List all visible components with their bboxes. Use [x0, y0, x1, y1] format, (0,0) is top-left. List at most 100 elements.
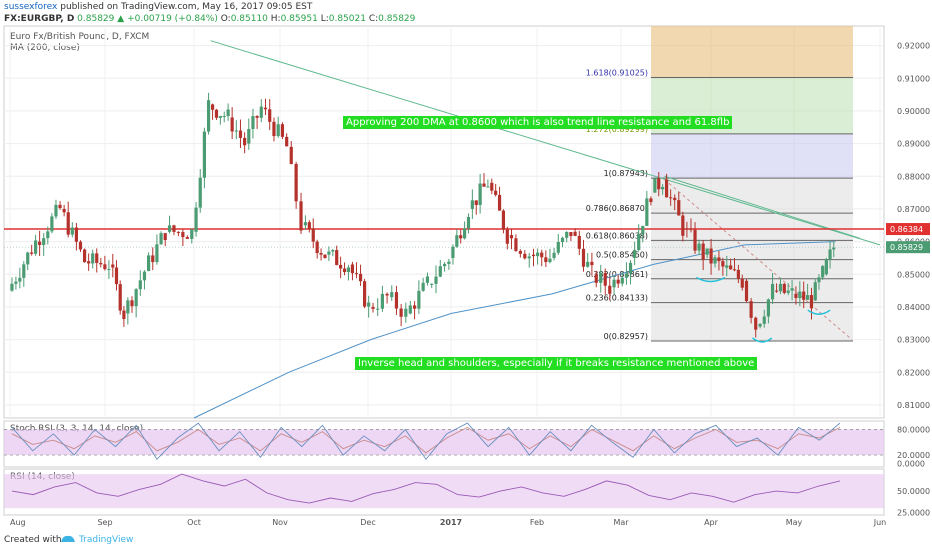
candle-down	[590, 261, 594, 266]
fib-level-label: 0.618(0.86038)	[586, 231, 648, 240]
candle-down	[315, 241, 319, 253]
x-axis-label: Jun	[873, 518, 887, 527]
candle-up	[832, 247, 836, 250]
candle-up	[599, 272, 603, 283]
candle-up	[434, 276, 438, 284]
publish-info: published on TradingView.com, May 16, 20…	[60, 2, 313, 12]
candle-down	[118, 284, 122, 311]
rsi-tick-label: 50.0000	[897, 487, 930, 496]
candle-up	[206, 100, 211, 132]
candle-down	[30, 252, 34, 254]
candle-down	[210, 104, 215, 110]
footer-bar: Created with TradingView	[0, 530, 932, 550]
stoch-tick-label: 0.0000	[897, 460, 925, 469]
candle-down	[294, 163, 298, 202]
candle-down	[732, 269, 737, 271]
candle-down	[319, 252, 323, 255]
head-arc	[752, 337, 773, 343]
price-tick-label: 0.90000	[897, 107, 930, 116]
fib-zone	[651, 133, 853, 179]
candle-up	[620, 277, 624, 284]
candle-down	[802, 291, 806, 300]
candle-up	[46, 231, 50, 239]
candle-up	[142, 271, 147, 281]
candle-down	[214, 109, 219, 118]
price-tag-box	[886, 241, 930, 254]
price-tag-label: 0.85829	[890, 243, 923, 252]
candle-up	[586, 261, 590, 267]
candle-up	[447, 261, 451, 264]
candle-down	[280, 124, 285, 137]
candle-down	[736, 269, 740, 279]
candle-down	[497, 194, 502, 211]
candle-down	[740, 278, 744, 288]
high-label: H:	[270, 14, 281, 24]
candle-down	[323, 254, 327, 258]
candle-up	[451, 246, 455, 258]
candle-down	[569, 231, 573, 237]
candle-up	[713, 257, 717, 264]
candle-down	[509, 235, 514, 239]
fib-zone	[651, 278, 853, 303]
chart-title: Euro Fx/British Pound, D, FXCM	[10, 32, 149, 42]
fib-level-label: 0.786(0.86870)	[586, 204, 648, 213]
author-link[interactable]: sussexforex	[4, 2, 58, 12]
candle-up	[421, 282, 425, 291]
candle-down	[130, 300, 134, 307]
x-axis-label: May	[786, 518, 803, 527]
candle-up	[725, 265, 729, 268]
candle-up	[462, 228, 467, 239]
candle-down	[494, 190, 498, 195]
candle-down	[809, 295, 814, 309]
candle-down	[608, 285, 612, 294]
candle-up	[766, 299, 771, 317]
left-shoulder-arc	[696, 276, 726, 283]
candle-down	[62, 208, 66, 213]
fib-level-label: 0.236(0.84133)	[586, 294, 648, 303]
candle-up	[565, 231, 569, 238]
candle-up	[762, 316, 766, 324]
candle-up	[527, 256, 531, 259]
candle-up	[624, 273, 629, 278]
candle-down	[268, 109, 272, 122]
fib-zone	[651, 178, 853, 214]
candle-down	[362, 281, 367, 307]
candle-down	[701, 243, 705, 260]
stoch-k-line	[11, 422, 841, 461]
candle-down	[531, 254, 536, 257]
price-tick-label: 0.89000	[897, 140, 930, 149]
candle-up	[645, 198, 649, 226]
candle-down	[693, 229, 697, 251]
fib-level-label: 1(0.87943)	[604, 169, 648, 178]
candle-down	[685, 228, 689, 230]
candle-up	[466, 217, 471, 229]
x-axis-label: Oct	[187, 518, 201, 527]
open-label: O:	[220, 14, 231, 24]
candle-down	[311, 228, 315, 242]
rsi-line	[11, 473, 841, 504]
ohlc-line: FX:EURGBP, D 0.85829 ▲ +0.00719 (+0.84%)…	[4, 14, 415, 24]
candle-up	[653, 178, 657, 193]
candle-up	[22, 264, 26, 278]
candle-up	[770, 283, 775, 300]
annotation-inverse-hs[interactable]: Inverse head and shoulders, especially i…	[355, 357, 758, 370]
close-value: 0.85829	[378, 14, 416, 24]
candle-up	[34, 240, 38, 254]
fib-level-label: 0(0.82957)	[604, 332, 648, 341]
candle-down	[394, 292, 399, 309]
candle-up	[107, 268, 111, 270]
candle-up	[54, 204, 58, 217]
annotation-dma[interactable]: Approving 200 DMA at 0.8600 which is als…	[343, 116, 733, 129]
candle-down	[87, 261, 91, 264]
candle-up	[376, 308, 380, 310]
candle-up	[790, 288, 794, 291]
candle-down	[717, 257, 721, 262]
candle-down	[577, 235, 581, 249]
candle-down	[729, 265, 733, 270]
candle-up	[633, 249, 637, 258]
fib-zone	[651, 259, 853, 279]
price-tick-label: 0.87000	[897, 205, 930, 214]
tradingview-brand[interactable]: TradingView	[79, 535, 134, 545]
candle-up	[10, 283, 14, 291]
